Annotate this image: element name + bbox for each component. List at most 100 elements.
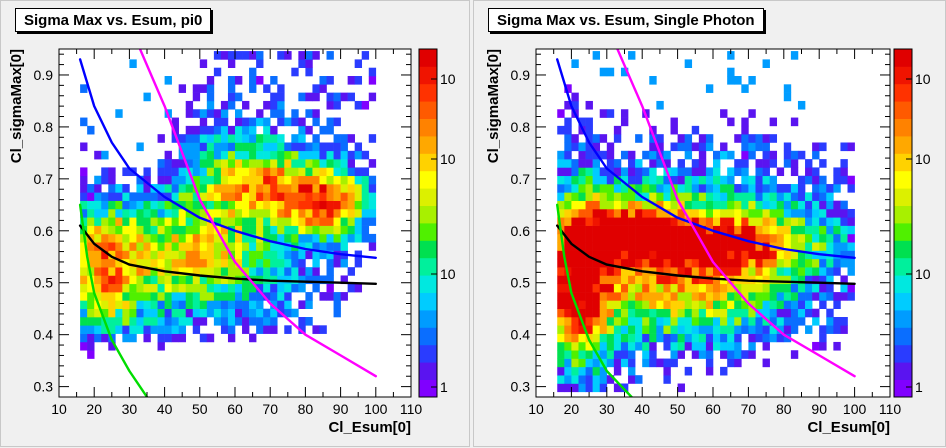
- heatmap-cell: [620, 383, 629, 393]
- heatmap-cell: [164, 225, 172, 235]
- palette-swatch: [894, 49, 912, 67]
- heatmap-cell: [333, 159, 341, 168]
- heatmap-cell: [298, 300, 306, 309]
- heatmap-cell: [613, 350, 622, 359]
- heatmap-cell: [227, 292, 236, 301]
- heatmap-cell: [122, 300, 130, 309]
- heatmap-cell: [220, 117, 229, 127]
- heatmap-cell: [635, 375, 643, 384]
- heatmap-cell: [656, 258, 664, 268]
- heatmap-cell: [620, 292, 629, 301]
- heatmap-cell: [713, 283, 721, 293]
- heatmap-cell: [564, 308, 572, 318]
- heatmap-cell: [713, 225, 721, 235]
- heatmap-cell: [108, 233, 116, 243]
- palette-swatch: [419, 362, 437, 380]
- heatmap-cell: [354, 167, 363, 177]
- heatmap-cell: [812, 233, 820, 243]
- heatmap-cell: [270, 100, 278, 110]
- heatmap-cell: [805, 200, 813, 210]
- heatmap-cell: [263, 208, 271, 218]
- heatmap-cell: [677, 267, 685, 276]
- heatmap-cell: [847, 175, 855, 185]
- heatmap-cell: [199, 217, 208, 226]
- heatmap-cell: [213, 117, 222, 127]
- heatmap-cell: [564, 300, 572, 309]
- heatmap-cell: [790, 292, 799, 301]
- heatmap-cell: [677, 242, 685, 251]
- heatmap-cell: [642, 350, 650, 359]
- heatmap-cell: [333, 217, 341, 226]
- heatmap-cell: [277, 159, 285, 168]
- heatmap-cell: [115, 200, 123, 210]
- heatmap-cell: [129, 308, 137, 318]
- heatmap-cell: [368, 200, 377, 210]
- heatmap-cell: [670, 200, 678, 210]
- heatmap-cell: [578, 292, 586, 301]
- heatmap-cell: [206, 200, 215, 210]
- heatmap-cell: [628, 275, 636, 285]
- heatmap-cell: [790, 51, 799, 60]
- heatmap-cell: [599, 267, 608, 276]
- heatmap-cell: [101, 258, 109, 268]
- heatmap-cell: [649, 159, 657, 168]
- heatmap-cell: [642, 233, 650, 243]
- heatmap-cell: [178, 258, 187, 268]
- heatmap-cell: [108, 275, 116, 285]
- heatmap-cell: [129, 325, 137, 334]
- heatmap-cell: [249, 76, 257, 85]
- heatmap-cell: [136, 292, 144, 301]
- heatmap-cell: [557, 333, 565, 343]
- heatmap-cell: [613, 225, 622, 235]
- heatmap-cell: [649, 125, 657, 135]
- heatmap-cell: [826, 225, 834, 235]
- heatmap-cell: [171, 217, 179, 226]
- heatmap-cell: [762, 358, 770, 368]
- heatmap-cell: [361, 51, 370, 60]
- heatmap-cell: [557, 383, 565, 393]
- heatmap-cell: [340, 192, 348, 201]
- heatmap-cell: [720, 341, 728, 351]
- heatmap-cell: [578, 142, 586, 152]
- heatmap-cell: [220, 233, 229, 243]
- heatmap-cell: [713, 242, 721, 251]
- heatmap-cell: [741, 125, 749, 135]
- heatmap-cell: [220, 283, 229, 293]
- heatmap-cell: [319, 142, 327, 152]
- heatmap-cell: [705, 366, 714, 376]
- heatmap-cell: [720, 292, 728, 301]
- heatmap-cell: [592, 192, 601, 201]
- heatmap-cell: [213, 134, 222, 143]
- heatmap-cell: [192, 109, 201, 118]
- heatmap-cell: [136, 317, 144, 326]
- heatmap-cell: [628, 341, 636, 351]
- heatmap-cell: [291, 275, 299, 285]
- palette-frame: [893, 48, 913, 398]
- heatmap-cell: [628, 250, 636, 260]
- heatmap-cell: [684, 333, 693, 343]
- heatmap-cell: [713, 250, 721, 260]
- heatmap-cell: [122, 242, 130, 251]
- heatmap-cell: [157, 167, 165, 177]
- heatmap-cell: [305, 292, 313, 301]
- heatmap-cell: [797, 184, 806, 193]
- heatmap-cell: [826, 317, 834, 326]
- heatmap-cell: [812, 167, 820, 177]
- heatmap-cell: [642, 317, 650, 326]
- heatmap-cell: [727, 192, 735, 201]
- heatmap-cell: [727, 341, 735, 351]
- heatmap-cell: [720, 142, 728, 152]
- heatmap-cell: [270, 283, 278, 293]
- heatmap-cell: [249, 200, 257, 210]
- heatmap-cell: [80, 292, 88, 301]
- heatmap-cell: [698, 225, 707, 235]
- z-tick-label: 10: [915, 71, 931, 87]
- heatmap-cell: [656, 200, 664, 210]
- heatmap-cell: [649, 250, 657, 260]
- heatmap-cell: [277, 142, 285, 152]
- heatmap-cell: [122, 292, 130, 301]
- heatmap-cell: [620, 300, 629, 309]
- heatmap-cell: [277, 233, 285, 243]
- heatmap-cell: [227, 142, 236, 152]
- heatmap-cell: [564, 350, 572, 359]
